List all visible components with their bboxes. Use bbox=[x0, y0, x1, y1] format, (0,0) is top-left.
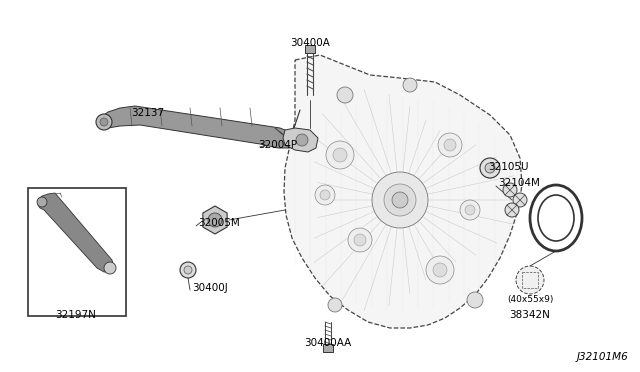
Circle shape bbox=[348, 228, 372, 252]
Circle shape bbox=[315, 185, 335, 205]
Polygon shape bbox=[38, 193, 114, 272]
Circle shape bbox=[37, 197, 47, 207]
Text: J32101M6: J32101M6 bbox=[576, 352, 628, 362]
Circle shape bbox=[180, 262, 196, 278]
Text: 30400J: 30400J bbox=[192, 283, 228, 293]
Text: 32104M: 32104M bbox=[498, 178, 540, 188]
Circle shape bbox=[444, 139, 456, 151]
Circle shape bbox=[403, 78, 417, 92]
Circle shape bbox=[438, 133, 462, 157]
Text: 38342N: 38342N bbox=[509, 310, 550, 320]
Circle shape bbox=[326, 141, 354, 169]
Polygon shape bbox=[203, 206, 227, 234]
Polygon shape bbox=[283, 128, 318, 152]
Circle shape bbox=[354, 234, 366, 246]
Circle shape bbox=[184, 266, 192, 274]
Circle shape bbox=[513, 193, 527, 207]
Circle shape bbox=[384, 184, 416, 216]
Polygon shape bbox=[284, 55, 522, 328]
Circle shape bbox=[505, 203, 519, 217]
Bar bbox=[522, 272, 538, 288]
Circle shape bbox=[296, 134, 308, 146]
Circle shape bbox=[482, 162, 498, 178]
Circle shape bbox=[516, 266, 544, 294]
Text: 32105U: 32105U bbox=[488, 162, 529, 172]
Circle shape bbox=[328, 298, 342, 312]
Text: 30400AA: 30400AA bbox=[305, 338, 351, 348]
Circle shape bbox=[480, 158, 500, 178]
Text: (40x55x9): (40x55x9) bbox=[507, 295, 553, 304]
Text: 32137: 32137 bbox=[131, 108, 164, 118]
Bar bbox=[305, 45, 315, 53]
Polygon shape bbox=[100, 106, 295, 148]
Circle shape bbox=[426, 256, 454, 284]
Circle shape bbox=[372, 172, 428, 228]
Circle shape bbox=[104, 262, 116, 274]
Circle shape bbox=[333, 148, 347, 162]
Bar bbox=[28, 188, 126, 316]
Circle shape bbox=[467, 292, 483, 308]
Circle shape bbox=[460, 200, 480, 220]
Bar bbox=[323, 344, 333, 352]
Text: 32197N: 32197N bbox=[56, 310, 97, 320]
Circle shape bbox=[433, 263, 447, 277]
Circle shape bbox=[320, 190, 330, 200]
Circle shape bbox=[392, 192, 408, 208]
Circle shape bbox=[485, 163, 495, 173]
Text: 32005M: 32005M bbox=[198, 218, 240, 228]
Circle shape bbox=[337, 87, 353, 103]
Circle shape bbox=[503, 183, 517, 197]
Circle shape bbox=[100, 118, 108, 126]
Text: 30400A: 30400A bbox=[290, 38, 330, 48]
Circle shape bbox=[96, 114, 112, 130]
Text: 32004P: 32004P bbox=[258, 140, 297, 150]
Circle shape bbox=[465, 205, 475, 215]
Circle shape bbox=[208, 213, 222, 227]
